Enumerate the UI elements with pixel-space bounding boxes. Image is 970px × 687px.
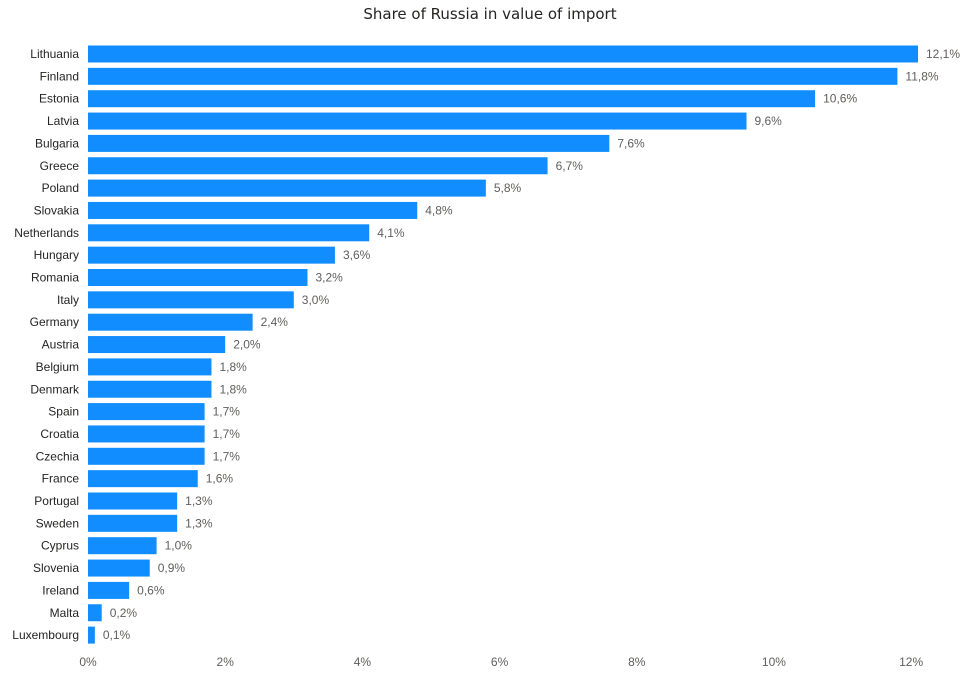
category-label: Finland (40, 69, 79, 83)
category-label: Malta (50, 606, 80, 620)
bar[interactable] (88, 425, 205, 443)
data-label: 2,4% (261, 315, 289, 329)
category-label: Germany (30, 315, 79, 329)
data-label: 5,8% (494, 181, 522, 195)
data-label: 1,7% (213, 449, 241, 463)
data-label: 1,6% (206, 472, 234, 486)
category-label: Cyprus (41, 539, 79, 553)
bar[interactable] (88, 134, 610, 152)
x-tick-label: 6% (491, 655, 509, 669)
category-label: Poland (42, 181, 79, 195)
category-label: Portugal (34, 494, 79, 508)
data-label: 1,8% (219, 360, 247, 374)
data-label: 0,2% (110, 606, 138, 620)
x-tick-label: 8% (628, 655, 646, 669)
data-label: 1,3% (185, 494, 213, 508)
x-tick-label: 0% (79, 655, 97, 669)
data-label: 1,8% (219, 382, 247, 396)
bar[interactable] (88, 313, 253, 331)
bar[interactable] (88, 224, 370, 242)
category-label: Luxembourg (12, 628, 79, 642)
data-label: 3,2% (316, 271, 344, 285)
data-label: 1,7% (213, 427, 241, 441)
data-label: 1,3% (185, 516, 213, 530)
bar[interactable] (88, 67, 898, 85)
chart-title: Share of Russia in value of import (363, 5, 617, 23)
data-label: 11,8% (905, 69, 938, 83)
data-label: 1,7% (213, 405, 241, 419)
category-label: Croatia (40, 427, 79, 441)
bar[interactable] (88, 514, 178, 532)
bar[interactable] (88, 246, 335, 264)
category-label: Greece (40, 159, 80, 173)
category-label: Slovakia (34, 203, 80, 217)
bar[interactable] (88, 470, 198, 488)
category-label: Estonia (39, 92, 79, 106)
category-label: Austria (42, 338, 80, 352)
data-label: 1,0% (165, 539, 193, 553)
category-label: Spain (48, 405, 79, 419)
data-label: 0,9% (158, 561, 186, 575)
category-label: Slovenia (33, 561, 79, 575)
bar[interactable] (88, 45, 918, 63)
bar[interactable] (88, 537, 157, 555)
bar[interactable] (88, 291, 294, 309)
data-label: 4,1% (377, 226, 405, 240)
category-label: Latvia (47, 114, 79, 128)
bar[interactable] (88, 604, 102, 622)
bar[interactable] (88, 492, 178, 510)
data-label: 10,6% (823, 92, 857, 106)
bar[interactable] (88, 112, 747, 130)
bar[interactable] (88, 626, 95, 644)
data-label: 2,0% (233, 338, 261, 352)
bar[interactable] (88, 581, 130, 599)
data-label: 7,6% (617, 136, 645, 150)
category-label: Bulgaria (35, 136, 79, 150)
category-label: Italy (57, 293, 79, 307)
category-label: Ireland (42, 583, 79, 597)
bar[interactable] (88, 358, 212, 376)
data-label: 12,1% (926, 47, 960, 61)
bar[interactable] (88, 157, 548, 175)
data-label: 9,6% (755, 114, 783, 128)
bar[interactable] (88, 447, 205, 465)
bar[interactable] (88, 90, 816, 108)
bar[interactable] (88, 559, 150, 577)
x-tick-label: 4% (354, 655, 372, 669)
bar[interactable] (88, 403, 205, 421)
bar[interactable] (88, 201, 418, 219)
data-label: 3,0% (302, 293, 330, 307)
category-label: Romania (31, 271, 79, 285)
bar[interactable] (88, 336, 226, 354)
category-label: Czechia (36, 449, 80, 463)
category-label: Netherlands (14, 226, 79, 240)
data-label: 0,1% (103, 628, 131, 642)
bar[interactable] (88, 179, 486, 197)
data-label: 4,8% (425, 203, 453, 217)
category-label: Hungary (34, 248, 79, 262)
category-label: France (42, 472, 80, 486)
bar[interactable] (88, 380, 212, 398)
x-tick-label: 10% (762, 655, 786, 669)
category-label: Sweden (36, 516, 79, 530)
data-label: 6,7% (556, 159, 584, 173)
category-label: Belgium (36, 360, 79, 374)
x-tick-label: 12% (899, 655, 923, 669)
category-label: Denmark (30, 382, 80, 396)
data-label: 3,6% (343, 248, 371, 262)
category-label: Lithuania (30, 47, 79, 61)
bar[interactable] (88, 269, 308, 286)
x-tick-label: 2% (217, 655, 235, 669)
data-label: 0,6% (137, 583, 165, 597)
